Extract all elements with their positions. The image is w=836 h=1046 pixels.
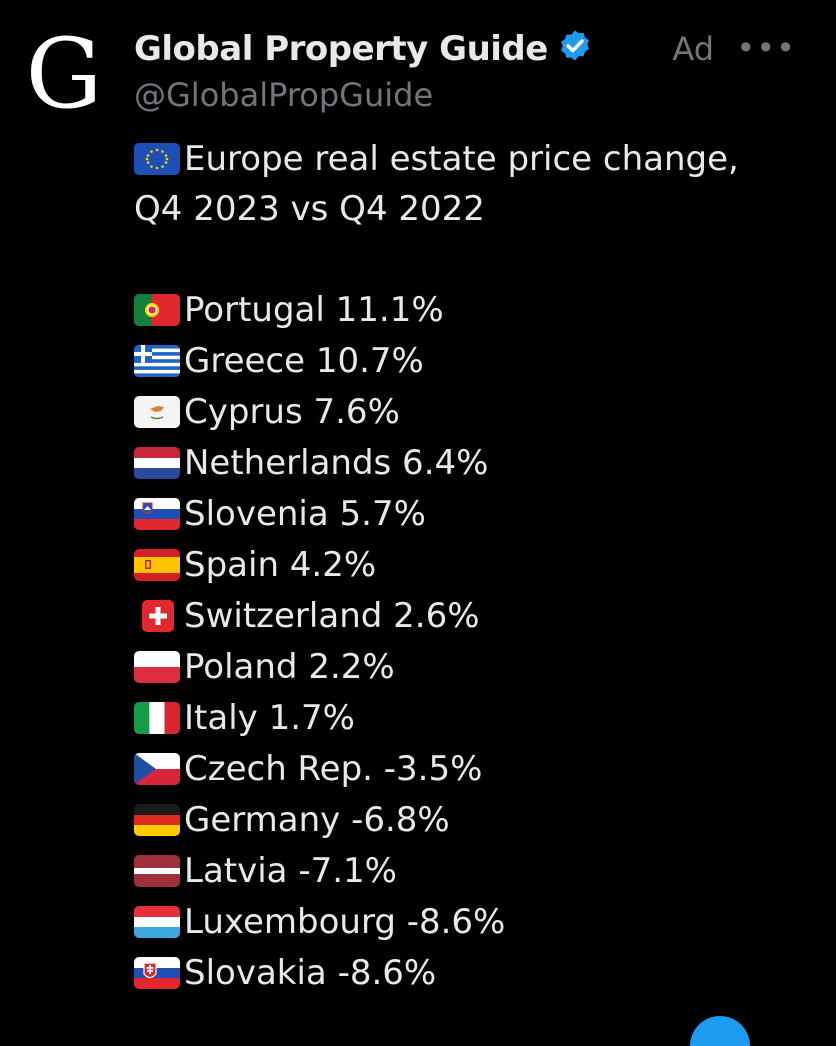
- germany-flag-icon: [134, 803, 180, 836]
- row-text: Cyprus 7.6%: [184, 391, 400, 432]
- list-item: Cyprus 7.6%: [134, 386, 816, 437]
- row-text: Switzerland 2.6%: [184, 595, 480, 636]
- list-item: Germany -6.8%: [134, 794, 816, 845]
- row-text: Czech Rep. -3.5%: [184, 748, 483, 789]
- poland-flag-icon: [134, 650, 180, 683]
- tweet-header: Global Property Guide @GlobalPropGuide A…: [134, 24, 796, 114]
- slovakia-flag-icon: [134, 956, 180, 989]
- cyprus-flag-icon: [134, 395, 180, 428]
- tweet-body: Europe real estate price change, Q4 2023…: [134, 134, 816, 998]
- floating-compose-button[interactable]: [690, 1016, 750, 1046]
- headline-line-2: Q4 2023 vs Q4 2022: [134, 184, 816, 234]
- headline-text-1: Europe real estate price change,: [184, 139, 739, 179]
- headline-text-2: Q4 2023 vs Q4 2022: [134, 189, 485, 229]
- account-handle[interactable]: @GlobalPropGuide: [134, 76, 434, 114]
- display-name[interactable]: Global Property Guide: [134, 29, 548, 69]
- latvia-flag-icon: [134, 854, 180, 887]
- list-item: Slovakia -8.6%: [134, 947, 816, 998]
- ad-label: Ad: [672, 30, 714, 68]
- row-text: Slovenia 5.7%: [184, 493, 426, 534]
- row-text: Spain 4.2%: [184, 544, 377, 585]
- list-item: Italy 1.7%: [134, 692, 816, 743]
- row-text: Portugal 11.1%: [184, 289, 444, 330]
- switzerland-flag-icon: [142, 599, 174, 632]
- row-text: Greece 10.7%: [184, 340, 424, 381]
- spain-flag-icon: [134, 548, 180, 581]
- headline-line-1: Europe real estate price change,: [134, 134, 816, 184]
- row-text: Netherlands 6.4%: [184, 442, 489, 483]
- eu-flag-icon: [134, 143, 180, 175]
- list-item: Latvia -7.1%: [134, 845, 816, 896]
- czech-flag-icon: [134, 752, 180, 785]
- row-text: Italy 1.7%: [184, 697, 355, 738]
- row-text: Poland 2.2%: [184, 646, 395, 687]
- row-text: Germany -6.8%: [184, 799, 450, 840]
- list-item: Spain 4.2%: [134, 539, 816, 590]
- list-item: Czech Rep. -3.5%: [134, 743, 816, 794]
- name-row: Global Property Guide: [134, 24, 796, 74]
- list-item: Slovenia 5.7%: [134, 488, 816, 539]
- luxembourg-flag-icon: [134, 905, 180, 938]
- row-text: Luxembourg -8.6%: [184, 901, 506, 942]
- italy-flag-icon: [134, 701, 180, 734]
- row-text: Slovakia -8.6%: [184, 952, 437, 993]
- netherlands-flag-icon: [134, 446, 180, 479]
- verified-badge-icon: [548, 28, 594, 70]
- row-text: Latvia -7.1%: [184, 850, 397, 891]
- more-options-icon[interactable]: •••: [736, 29, 796, 67]
- greece-flag-icon: [134, 344, 180, 377]
- slovenia-flag-icon: [134, 497, 180, 530]
- blank-line: [134, 234, 816, 284]
- list-item: Luxembourg -8.6%: [134, 896, 816, 947]
- list-item: Switzerland 2.6%: [134, 590, 816, 641]
- portugal-flag-icon: [134, 293, 180, 326]
- avatar[interactable]: G: [25, 18, 103, 130]
- list-item: Portugal 11.1%: [134, 284, 816, 335]
- list-item: Netherlands 6.4%: [134, 437, 816, 488]
- list-item: Poland 2.2%: [134, 641, 816, 692]
- list-item: Greece 10.7%: [134, 335, 816, 386]
